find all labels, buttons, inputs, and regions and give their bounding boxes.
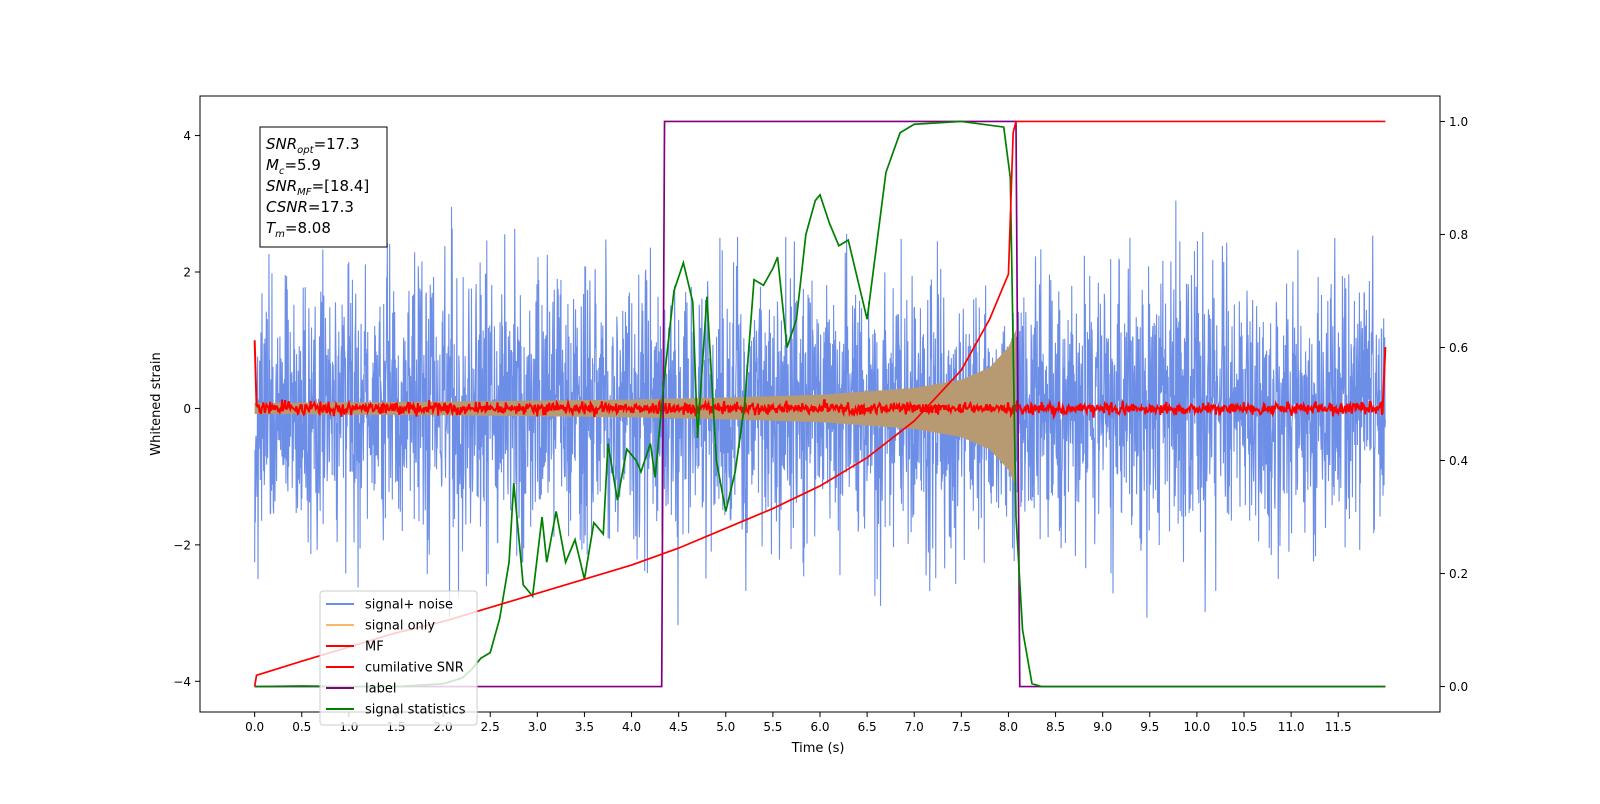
signal-layer	[254, 329, 1016, 487]
x-tick-label: 9.0	[1093, 720, 1112, 734]
x-tick-label: 7.0	[905, 720, 924, 734]
y-left-tick-label: 2	[183, 266, 191, 280]
x-tick-label: 11.5	[1325, 720, 1352, 734]
x-tick-label: 2.5	[481, 720, 500, 734]
x-tick-label: 0.5	[292, 720, 311, 734]
y-left-tick-label: 4	[183, 129, 191, 143]
y-right-tick-label: 0.8	[1449, 228, 1468, 242]
x-tick-label: 6.5	[858, 720, 877, 734]
x-tick-label: 8.5	[1046, 720, 1065, 734]
y-right-tick-label: 0.2	[1449, 567, 1468, 581]
annotation-snr-mf: SNRMF=[18.4]	[266, 177, 369, 198]
x-tick-label: 9.5	[1140, 720, 1159, 734]
series-line-mf	[253, 340, 1387, 421]
x-tick-label: 6.0	[810, 720, 829, 734]
y-left-tick-label: −2	[173, 538, 191, 552]
noise-layer	[254, 200, 1386, 626]
mf-layer	[253, 340, 1387, 421]
x-tick-label: 7.5	[952, 720, 971, 734]
y-right-tick-label: 1.0	[1449, 115, 1468, 129]
y-axis-label: Whitened strain	[149, 352, 164, 455]
legend-label-cumilative-snr: cumilative SNR	[365, 661, 464, 676]
x-tick-label: 3.5	[575, 720, 594, 734]
x-tick-label: 8.0	[999, 720, 1018, 734]
x-tick-label: 10.0	[1184, 720, 1211, 734]
y-right-tick-label: 0.0	[1449, 680, 1468, 694]
annotation-snr-opt: SNRopt=17.3	[266, 135, 360, 156]
y-right-tick-label: 0.6	[1449, 341, 1468, 355]
x-axis: 0.0 0.5 1.0 1.5 2.0 2.5 3.0 3.5 4.0 4.5 5.0 5.5 6.0 6…	[245, 712, 1352, 734]
legend-label-label: label	[365, 682, 396, 697]
series-area-signal-only	[254, 329, 1016, 487]
x-tick-label: 3.0	[528, 720, 547, 734]
x-tick-label: 4.0	[622, 720, 641, 734]
legend-label-signal-only: signal only	[365, 619, 435, 634]
legend-frame	[319, 590, 478, 726]
y-right-tick-label: 0.4	[1449, 454, 1468, 468]
y-axis-left: −4 −2 0 2 4	[173, 129, 200, 689]
x-tick-label: 5.5	[763, 720, 782, 734]
series-line-signal-noise	[254, 200, 1386, 626]
legend: signal+ noise signal only MF cumilative SNR…	[319, 590, 478, 726]
legend-label-mf: MF	[365, 640, 384, 655]
annotation-tm: Tm=8.08	[266, 219, 331, 240]
annotation-csnr: CSNR=17.3	[266, 198, 354, 216]
y-axis-right: 0.0 0.2 0.4 0.6 0.8 1.0	[1440, 115, 1468, 694]
y-left-tick-label: −4	[173, 675, 191, 689]
x-tick-label: 4.5	[669, 720, 688, 734]
x-tick-label: 5.0	[716, 720, 735, 734]
legend-label-signal-noise: signal+ noise	[365, 598, 453, 613]
annotation-box: SNRopt=17.3 Mc=5.9 SNRMF=[18.4] CSNR=17.…	[259, 126, 388, 248]
series-line-signal-statistics	[254, 120, 1386, 688]
x-axis-label: Time (s)	[791, 741, 845, 756]
y-left-tick-label: 0	[183, 402, 191, 416]
x-tick-label: 10.5	[1231, 720, 1258, 734]
annotation-mc: Mc=5.9	[266, 156, 321, 177]
legend-label-signal-statistics: signal statistics	[365, 703, 466, 718]
x-tick-label: 0.0	[245, 720, 264, 734]
x-tick-label: 11.0	[1278, 720, 1305, 734]
